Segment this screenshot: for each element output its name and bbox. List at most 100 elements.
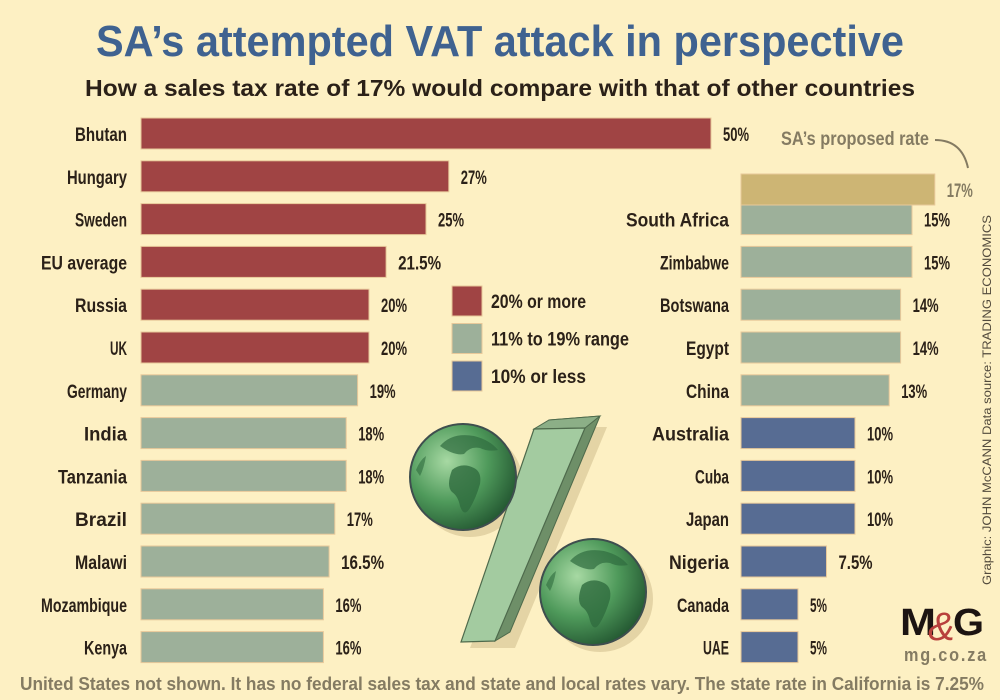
value-label: 5% (810, 596, 827, 617)
bar-zimbabwe (740, 245, 913, 278)
value-label: 50% (723, 125, 749, 146)
chart-credit: Graphic: JOHN McCANN Data source: TRADIN… (980, 215, 994, 585)
value-label: 10% (867, 425, 893, 446)
bar-kenya (140, 631, 324, 664)
category-label: UAE (703, 639, 729, 660)
slash-front (460, 427, 586, 643)
bar-sa-proposed-rate (740, 173, 936, 206)
value-label: 16.5% (341, 553, 384, 574)
category-label: EU average (41, 253, 127, 274)
value-label: 10% (867, 467, 893, 488)
value-label: 16% (335, 596, 361, 617)
bar-russia (140, 288, 370, 321)
category-label: Malawi (75, 553, 127, 574)
logo-g: G (953, 602, 984, 644)
category-label: Canada (677, 596, 729, 617)
category-label: Botswana (660, 296, 729, 317)
bar-bhutan (140, 117, 712, 150)
bar-china (740, 374, 890, 407)
value-label: 21.5% (398, 253, 441, 274)
logo-m: M (900, 602, 936, 644)
sa-proposed-rate-highlight: 17% SA’s proposed rate (740, 129, 973, 206)
bar-germany (140, 374, 359, 407)
bar-brazil (140, 502, 336, 535)
bar-egypt (740, 331, 902, 364)
category-label: Egypt (686, 339, 730, 360)
value-label: 25% (438, 211, 464, 232)
chart-subtitle: How a sales tax rate of 17% would compar… (85, 75, 915, 101)
value-label: 5% (810, 639, 827, 660)
chart-footnote: United States not shown. It has no feder… (20, 674, 984, 694)
value-label: 16% (335, 639, 361, 660)
category-label: Kenya (84, 639, 127, 660)
value-label: 14% (913, 339, 939, 360)
bar-cuba (740, 459, 856, 492)
category-label: Cuba (695, 467, 729, 488)
value-label: 19% (370, 382, 396, 403)
bar-australia (740, 417, 856, 450)
category-label: Brazil (75, 510, 127, 531)
bar-uk (140, 331, 370, 364)
category-label: UK (110, 339, 127, 360)
category-label: Russia (75, 296, 127, 317)
right-bar-panel: South Africa 15% Zimbabwe 15% Botswana 14% Egy… (626, 203, 950, 664)
bar-india (140, 417, 347, 450)
bar-japan (740, 502, 856, 535)
value-label: 10% (867, 510, 893, 531)
bar-canada (740, 588, 799, 621)
category-label: Bhutan (75, 125, 127, 146)
bar-malawi (140, 545, 330, 578)
percent-sign-illustration (409, 415, 653, 652)
value-label: 14% (913, 296, 939, 317)
value-label: 18% (358, 467, 384, 488)
legend-swatch-mid (451, 323, 483, 354)
category-label: Tanzania (58, 467, 127, 488)
bar-sweden (140, 203, 427, 236)
chart-legend: 20% or more 11% to 19% range 10% or less (451, 285, 629, 392)
legend-swatch-low (451, 360, 483, 392)
value-label: 20% (381, 339, 407, 360)
category-label: Mozambique (41, 596, 127, 617)
bar-mozambique (140, 588, 324, 621)
value-label: 15% (924, 253, 950, 274)
category-label: Hungary (67, 168, 127, 189)
legend-label-low: 10% or less (491, 367, 586, 388)
value-label: 17% (347, 510, 373, 531)
category-label: Australia (652, 425, 729, 446)
category-label: South Africa (626, 211, 729, 232)
legend-label-high: 20% or more (491, 292, 586, 313)
value-label: 7.5% (839, 553, 873, 574)
logo-url: mg.co.za (904, 645, 988, 665)
value-label: 18% (358, 425, 384, 446)
logo-ampersand: & (928, 605, 955, 649)
category-label: Sweden (75, 211, 127, 232)
bar-uae (740, 631, 799, 664)
annotation-arrow (934, 139, 969, 169)
category-label: Nigeria (669, 553, 729, 574)
category-label: India (84, 425, 127, 446)
category-label: China (686, 382, 729, 403)
bar-tanzania (140, 459, 347, 492)
category-label: Zimbabwe (660, 253, 729, 274)
value-label: 27% (461, 168, 487, 189)
mg-logo: M & G mg.co.za (900, 602, 988, 665)
value-label: 13% (901, 382, 927, 403)
bar-hungary (140, 160, 450, 193)
category-label: Japan (686, 510, 729, 531)
left-bar-panel: Bhutan 50% Hungary 27% Sweden 25% EU average 21… (41, 117, 749, 664)
globe-icon (539, 538, 647, 646)
value-label: 15% (924, 211, 950, 232)
bar-eu-average (140, 245, 387, 278)
bar-botswana (740, 288, 902, 321)
globe-icon (409, 423, 517, 531)
value-label: 20% (381, 296, 407, 317)
bar-nigeria (740, 545, 827, 578)
category-label: Germany (67, 382, 127, 403)
highlight-value-label: 17% (947, 181, 973, 202)
legend-swatch-high (451, 285, 483, 317)
highlight-annotation: SA’s proposed rate (781, 129, 929, 150)
chart-title: SA’s attempted VAT attack in perspective (96, 17, 904, 66)
bar-south-africa (740, 203, 913, 236)
legend-label-mid: 11% to 19% range (491, 330, 629, 351)
